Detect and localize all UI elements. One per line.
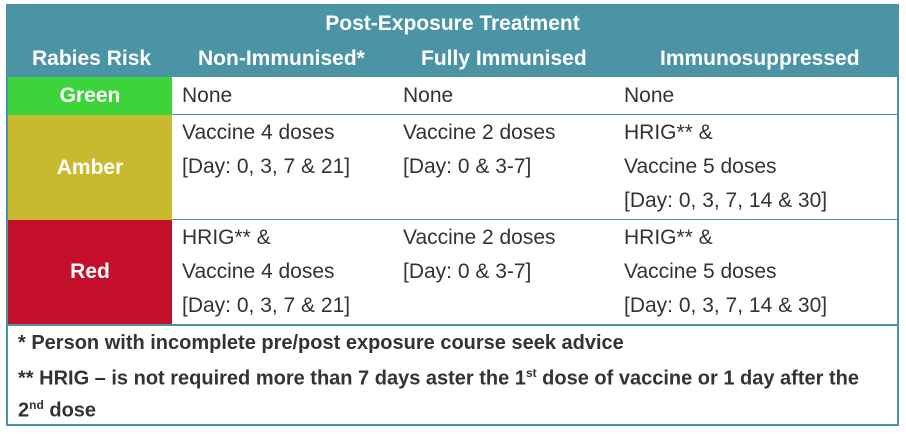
cell-line: [Day: 0, 3, 7, 14 & 30] <box>624 294 828 317</box>
cell-red-fully-immunised: Vaccine 2 doses [Day: 0 & 3-7] <box>403 221 556 289</box>
cell-line: Vaccine 2 doses <box>403 226 556 249</box>
cell-line: [Day: 0, 3, 7 & 21] <box>182 294 351 317</box>
cell-line: [Day: 0, 3, 7 & 21] <box>182 155 351 178</box>
table-row-green: Green None None None <box>8 77 897 115</box>
cell-red-non-immunised: HRIG** & Vaccine 4 doses [Day: 0, 3, 7 &… <box>182 221 350 323</box>
footnote-hrig-cont: 2nd dose <box>18 398 96 423</box>
footnote-hrig-text: 2 <box>18 399 30 422</box>
header-immunosuppressed: Immunosuppressed <box>660 47 860 70</box>
rabies-treatment-table: Post-Exposure Treatment Rabies Risk Non-… <box>6 4 899 426</box>
risk-level-green: Green <box>8 77 172 115</box>
cell-amber-non-immunised: Vaccine 4 doses [Day: 0, 3, 7 & 21] <box>182 116 350 184</box>
footnote-hrig: ** HRIG – is not required more than 7 da… <box>18 366 859 391</box>
footnote-hrig-text: dose <box>43 399 97 422</box>
cell-line: Vaccine 4 doses <box>182 260 335 283</box>
table-header: Post-Exposure Treatment Rabies Risk Non-… <box>8 6 897 77</box>
cell-line: [Day: 0 & 3-7] <box>403 260 532 283</box>
cell-line: Vaccine 5 doses <box>624 155 777 178</box>
cell-line: Vaccine 2 doses <box>403 121 556 144</box>
cell-green-non-immunised: None <box>182 79 232 113</box>
footnote-sup: nd <box>29 398 44 412</box>
table-row-red: Red HRIG** & Vaccine 4 doses [Day: 0, 3,… <box>8 220 897 324</box>
row-divider <box>172 219 897 220</box>
footnotes: * Person with incomplete pre/post exposu… <box>8 324 897 422</box>
risk-level-red: Red <box>8 220 172 324</box>
cell-green-immunosuppressed: None <box>624 79 674 113</box>
cell-line: None <box>403 84 454 107</box>
cell-line: None <box>624 84 675 107</box>
header-non-immunised: Non-Immunised* <box>198 47 365 70</box>
risk-level-amber: Amber <box>8 115 172 220</box>
cell-line: [Day: 0 & 3-7] <box>403 155 532 178</box>
header-fully-immunised: Fully Immunised <box>421 47 587 70</box>
footnote-non-immunised: * Person with incomplete pre/post exposu… <box>18 332 624 354</box>
cell-line: Vaccine 4 doses <box>182 121 335 144</box>
header-group-title: Post-Exposure Treatment <box>325 12 580 35</box>
cell-red-immunosuppressed: HRIG** & Vaccine 5 doses [Day: 0, 3, 7, … <box>624 221 827 323</box>
cell-amber-immunosuppressed: HRIG** & Vaccine 5 doses [Day: 0, 3, 7, … <box>624 116 827 218</box>
cell-line: HRIG** & <box>624 121 713 144</box>
footnote-sup: st <box>525 366 537 380</box>
cell-line: HRIG** & <box>182 226 271 249</box>
table-row-amber: Amber Vaccine 4 doses [Day: 0, 3, 7 & 21… <box>8 115 897 220</box>
cell-line: [Day: 0, 3, 7, 14 & 30] <box>624 189 828 212</box>
cell-line: None <box>182 84 233 107</box>
footnote-hrig-text: dose of vaccine or 1 day after the <box>536 367 859 390</box>
cell-line: Vaccine 5 doses <box>624 260 777 283</box>
header-rabies-risk: Rabies Risk <box>32 47 152 70</box>
cell-amber-fully-immunised: Vaccine 2 doses [Day: 0 & 3-7] <box>403 116 556 184</box>
footnote-hrig-text: ** HRIG – is not required more than 7 da… <box>18 367 526 390</box>
cell-green-fully-immunised: None <box>403 79 453 113</box>
row-divider <box>172 114 897 115</box>
cell-line: HRIG** & <box>624 226 713 249</box>
